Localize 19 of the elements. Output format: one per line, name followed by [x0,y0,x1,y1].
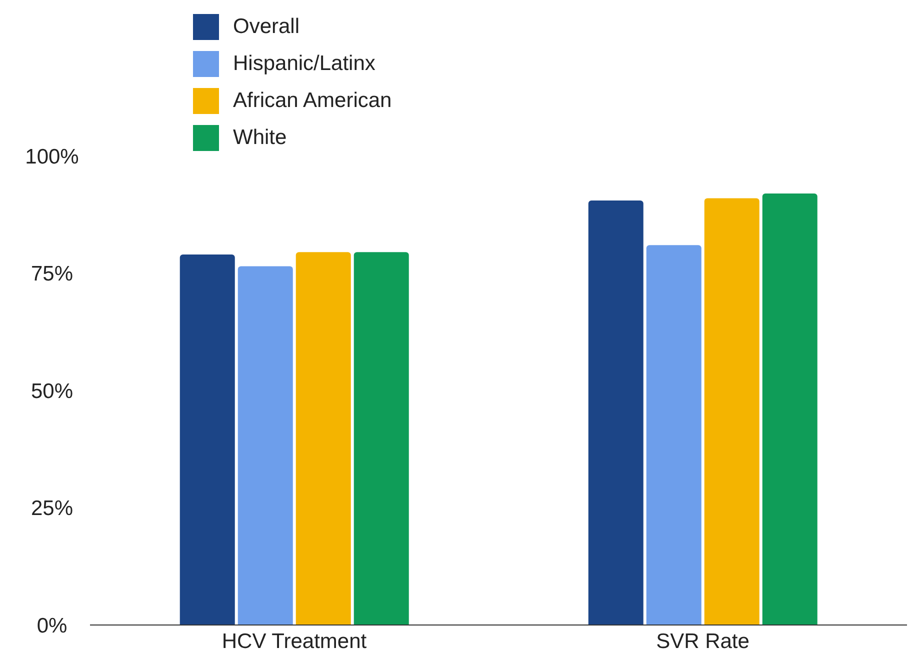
bar [354,252,409,625]
y-tick-label: 75% [30,262,74,286]
legend-label: African American [233,89,392,112]
bar [646,245,702,625]
legend-label: Hispanic/Latinx [233,52,376,75]
bar [588,200,644,625]
bar [762,194,818,625]
legend-label: Overall [233,15,300,38]
legend-label: White [233,126,287,149]
bar [704,198,760,625]
x-tick-label: SVR Rate [656,630,750,653]
y-tick-label: 25% [30,497,74,520]
bar [180,254,235,625]
y-tick-label: 50% [30,380,74,403]
y-tick-label: 0% [36,614,68,638]
bar [238,266,293,625]
bar [296,252,351,625]
y-tick-label: 100% [25,145,79,168]
x-tick-label: HCV Treatment [222,630,367,653]
